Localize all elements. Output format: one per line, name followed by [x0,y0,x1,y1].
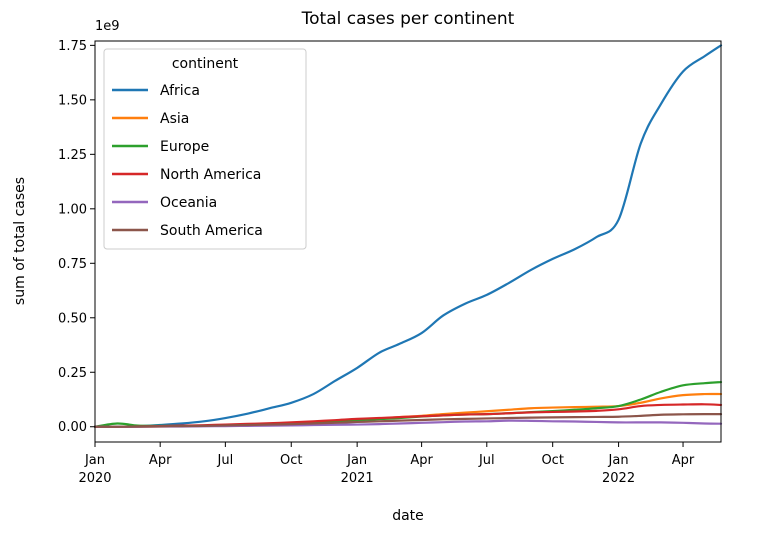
x-axis-label: date [392,508,424,524]
y-axis: 0.00 0.25 0.50 0.75 1.00 1.25 1.50 1.75 [58,39,95,435]
x-tick-year-label: 2021 [341,471,374,486]
x-tick-label: Jul [478,453,495,468]
series-line-south-america [93,412,723,428]
y-offset-text: 1e9 [95,19,120,34]
x-tick-label: Jan [346,453,367,468]
x-axis: Jan 2020 Apr Jul Oct Jan 2021 Apr Jul Oct Jan 2022 A… [78,442,695,486]
x-tick-label: Apr [672,453,695,468]
x-tick-label: Jul [217,453,234,468]
x-tick-label: Oct [280,453,302,468]
y-tick-label: 1.75 [58,39,87,54]
x-tick-year-label: 2020 [78,471,111,486]
y-tick-label: 1.00 [58,202,87,217]
series-line-africa [93,44,723,428]
y-tick-label: 0.00 [58,420,87,435]
y-tick-label: 0.75 [58,257,87,272]
y-tick-label: 0.50 [58,311,87,326]
legend-title: continent [172,56,239,72]
legend-box [103,48,307,250]
chart-title: Total cases per continent [301,9,515,29]
legend-label: Asia [160,111,189,127]
y-tick-label: 0.25 [58,366,87,381]
x-tick-label: Jan [608,453,629,468]
x-tick-label: Oct [541,453,563,468]
legend-label: South America [160,223,263,239]
plot-lines [93,44,723,428]
plot-frame [94,40,722,443]
legend-label: North America [160,167,261,183]
y-axis-label: sum of total cases [12,177,28,305]
legend-label: Oceania [160,195,217,211]
legend: continent Africa Asia Europe North America Oc… [103,48,307,250]
y-tick-label: 1.25 [58,148,87,163]
legend-label: Europe [160,139,209,155]
x-tick-year-label: 2022 [602,471,635,486]
x-tick-label: Jan [84,453,105,468]
y-tick-label: 1.50 [58,93,87,108]
x-tick-label: Apr [149,453,172,468]
legend-label: Africa [160,83,200,99]
x-tick-label: Apr [410,453,433,468]
